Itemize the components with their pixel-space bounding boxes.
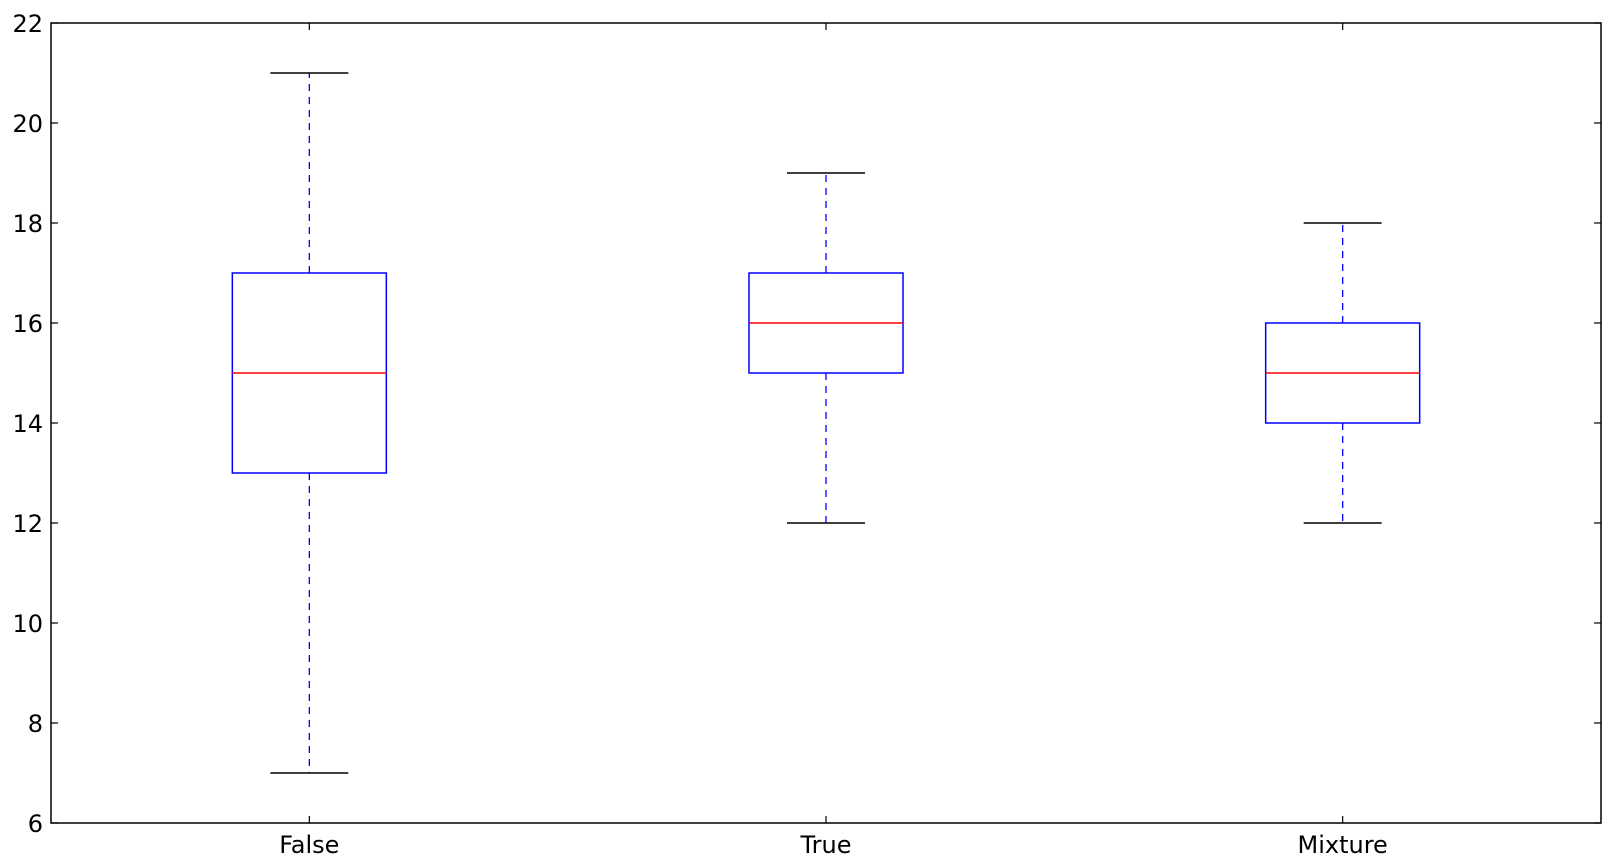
box-false [231,72,388,774]
y-tick-label: 10 [12,610,43,638]
y-tick-label: 14 [12,410,43,438]
y-tick-label: 8 [28,710,43,738]
y-axis: 6 8 10 12 14 16 18 20 22 [12,10,1601,838]
y-tick-label: 22 [12,10,43,38]
x-tick-label: Mixture [1298,831,1388,859]
boxes-group [231,72,1421,774]
y-tick-label: 20 [12,110,43,138]
box-true [748,172,904,524]
y-tick-label: 18 [12,210,43,238]
x-tick-label: True [800,831,852,859]
y-tick-label: 6 [28,810,43,838]
y-tick-label: 12 [12,510,43,538]
y-tick-label: 16 [12,310,43,338]
x-tick-label: False [279,831,339,859]
box-mixture [1264,222,1421,524]
x-axis: False True Mixture [279,23,1388,859]
